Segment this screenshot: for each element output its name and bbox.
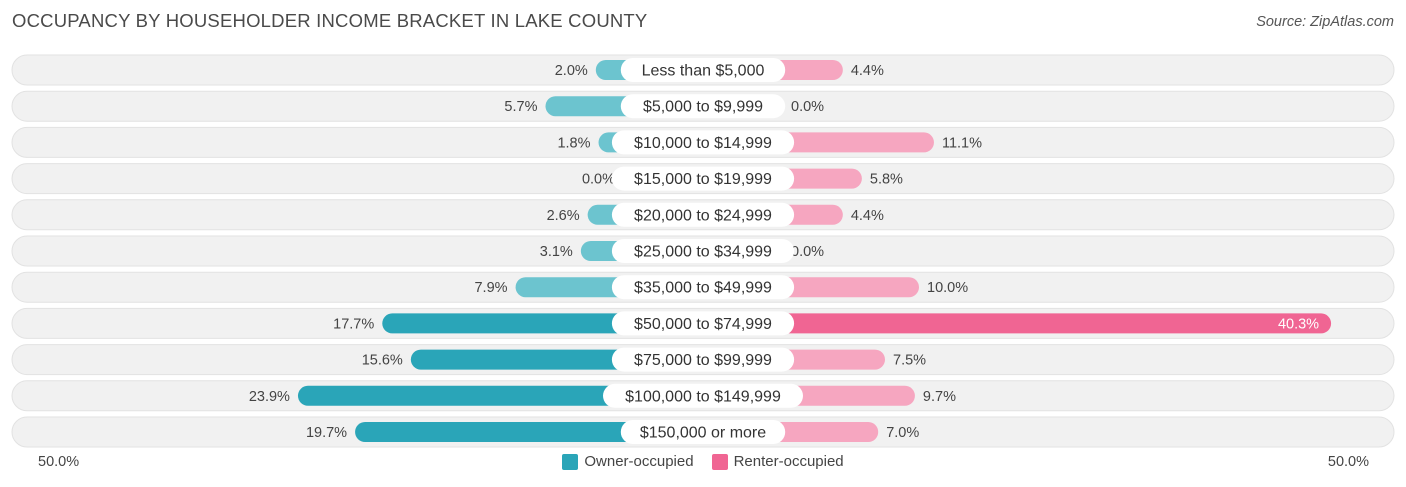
category-label: $5,000 to $9,999 [643,99,763,116]
legend-item-renter: Renter-occupied [711,453,844,470]
renter-value-label: 10.0% [927,280,968,296]
owner-bar [297,385,703,406]
renter-value-label: 0.0% [791,244,824,260]
owner-swatch [562,453,579,470]
owner-value-label: 23.9% [249,389,290,405]
owner-value-label: 2.6% [547,208,580,224]
category-label: $100,000 to $149,999 [625,388,781,405]
axis-right-label: 50.0% [1327,454,1369,470]
owner-value-label: 3.1% [540,244,573,260]
category-label: $15,000 to $19,999 [634,171,772,188]
category-label: $50,000 to $74,999 [634,316,772,333]
category-label: $10,000 to $14,999 [634,135,772,152]
renter-swatch [711,453,728,470]
chart-title: OCCUPANCY BY HOUSEHOLDER INCOME BRACKET … [12,10,648,31]
owner-value-label: 0.0% [582,172,615,188]
category-pill [611,202,795,227]
renter-value-label: 9.7% [923,389,956,405]
renter-value-label: 4.4% [851,63,884,79]
category-pill [611,130,795,155]
axis-left-label: 50.0% [38,454,80,470]
renter-value-label: 0.0% [791,99,824,115]
renter-bar [703,313,1332,334]
owner-value-label: 1.8% [557,135,590,151]
renter-value-label: 5.8% [870,172,903,188]
category-pill [611,311,795,336]
category-pill [611,239,795,263]
category-label: Less than $5,000 [642,63,765,80]
renter-value-label: 40.3% [1278,316,1319,332]
chart-source: Source: ZipAtlas.com [1256,14,1394,30]
category-pill [620,94,786,119]
legend: Owner-occupied Renter-occupied [0,453,1406,470]
legend-renter-label: Renter-occupied [733,453,844,470]
owner-value-label: 19.7% [306,425,347,441]
legend-item-owner: Owner-occupied [562,453,694,470]
owner-bar [355,422,703,442]
renter-value-label: 4.4% [851,208,884,224]
category-pill [620,420,786,444]
owner-value-label: 15.6% [362,353,403,369]
renter-value-label: 7.5% [893,353,926,369]
renter-value-label: 11.1% [942,135,982,151]
category-pill [611,275,795,300]
category-pill [620,58,786,82]
category-pill [603,383,803,408]
owner-value-label: 17.7% [333,316,374,332]
owner-value-label: 2.0% [555,63,588,79]
category-pill [611,166,795,191]
category-label: $25,000 to $34,999 [634,244,772,261]
renter-value-label: 7.0% [886,425,919,441]
category-label: $150,000 or more [640,425,766,442]
owner-value-label: 7.9% [474,280,507,296]
category-label: $35,000 to $49,999 [634,280,772,297]
owner-value-label: 5.7% [504,99,537,115]
category-label: $75,000 to $99,999 [634,352,772,369]
category-label: $20,000 to $24,999 [634,207,772,224]
legend-owner-label: Owner-occupied [584,453,694,470]
category-pill [611,347,795,372]
